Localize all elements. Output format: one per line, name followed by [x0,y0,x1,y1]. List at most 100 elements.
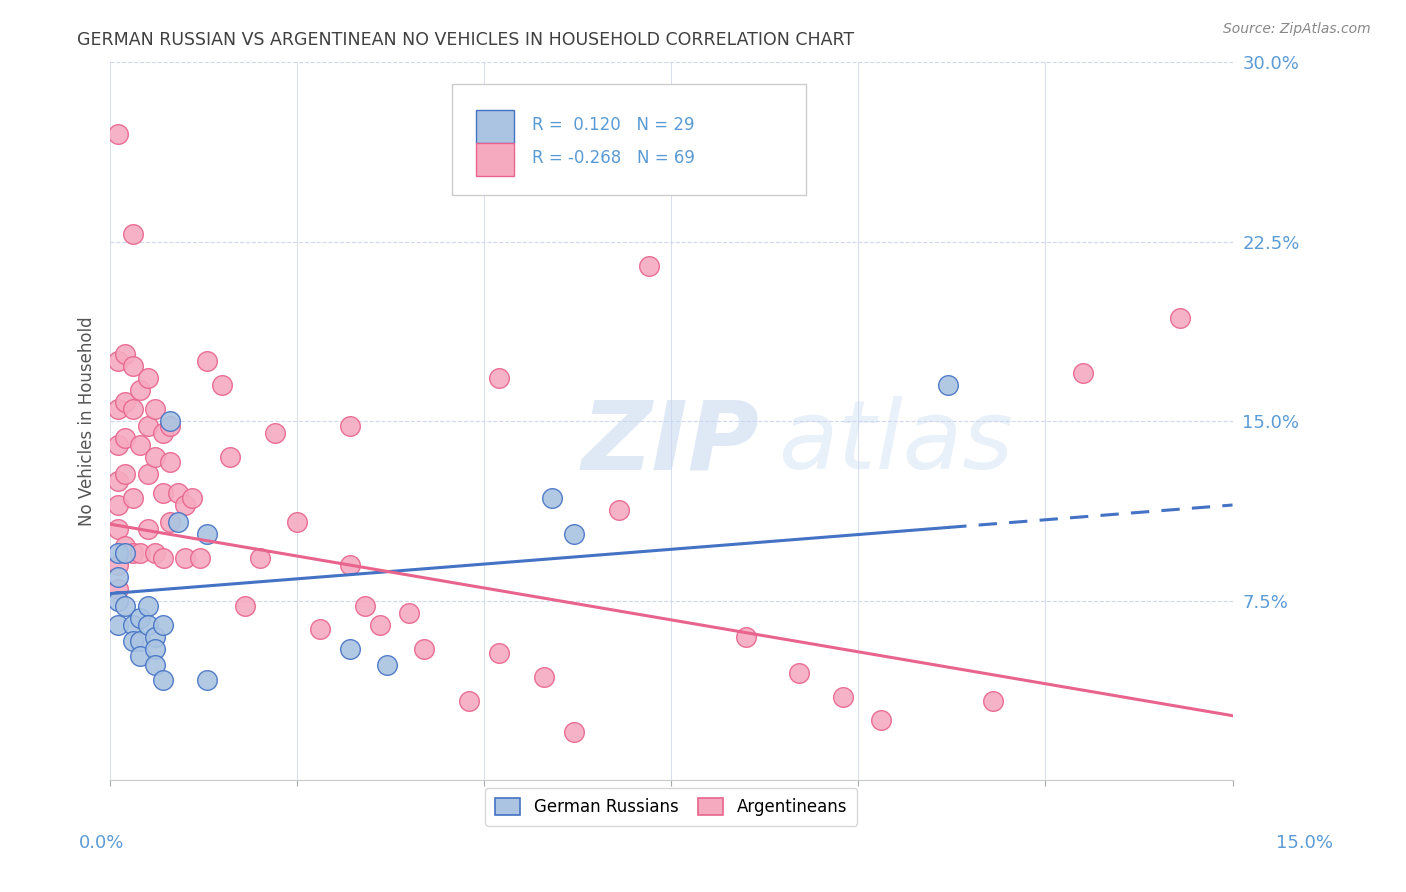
Point [339,641,361,656]
Point [129,648,152,663]
Point [197,354,219,368]
FancyBboxPatch shape [453,84,806,195]
Point [107,522,129,536]
Point [263,426,285,441]
Point [107,474,129,488]
Point [143,630,166,644]
Point [735,630,758,644]
Point [136,599,159,613]
Point [107,438,129,452]
Point [832,690,855,704]
Point [114,546,136,560]
Point [114,467,136,481]
Point [166,486,188,500]
Point [136,617,159,632]
Y-axis label: No Vehicles in Household: No Vehicles in Household [79,317,96,526]
Point [152,426,174,441]
Point [607,103,630,117]
Point [107,558,129,572]
Point [488,371,510,385]
Point [562,725,585,739]
Point [136,419,159,434]
Point [129,546,152,560]
Point [121,617,143,632]
Point [107,498,129,512]
Point [562,526,585,541]
Text: 0.0%: 0.0% [79,834,124,852]
Text: ZIP: ZIP [582,396,759,490]
Point [368,617,391,632]
Point [638,259,661,273]
Point [308,623,330,637]
Point [129,383,152,397]
Point [981,694,1004,708]
Point [107,402,129,417]
Point [107,570,129,584]
Point [129,438,152,452]
Point [159,414,181,428]
Point [211,378,233,392]
Point [143,546,166,560]
Point [533,670,555,684]
Point [143,450,166,464]
FancyBboxPatch shape [477,144,515,177]
Point [152,550,174,565]
Point [540,491,562,505]
Point [188,550,211,565]
Point [398,606,420,620]
Point [129,634,152,648]
Text: Source: ZipAtlas.com: Source: ZipAtlas.com [1223,22,1371,37]
Point [607,503,630,517]
Point [1168,311,1191,326]
Point [159,419,181,434]
Point [107,354,129,368]
Point [121,546,143,560]
Point [174,550,197,565]
Point [197,673,219,687]
Point [136,371,159,385]
Text: 15.0%: 15.0% [1277,834,1333,852]
Point [339,558,361,572]
Point [136,467,159,481]
Point [107,617,129,632]
Point [121,402,143,417]
Point [936,378,959,392]
Point [413,641,436,656]
Text: R = -0.268   N = 69: R = -0.268 N = 69 [531,149,695,168]
Point [353,599,375,613]
Point [166,515,188,529]
Point [143,658,166,673]
Point [121,227,143,242]
Point [152,486,174,500]
Point [458,694,481,708]
Point [136,522,159,536]
Point [787,665,810,680]
Point [197,526,219,541]
Point [107,582,129,596]
Point [285,515,308,529]
Point [375,658,398,673]
Legend: German Russians, Argentineans: German Russians, Argentineans [485,788,858,826]
Point [129,610,152,624]
Text: R =  0.120   N = 29: R = 0.120 N = 29 [531,116,695,134]
Point [114,347,136,361]
Point [107,546,129,560]
Point [1071,367,1094,381]
Text: GERMAN RUSSIAN VS ARGENTINEAN NO VEHICLES IN HOUSEHOLD CORRELATION CHART: GERMAN RUSSIAN VS ARGENTINEAN NO VEHICLE… [77,31,855,49]
Point [114,539,136,553]
Point [159,515,181,529]
Point [143,402,166,417]
Point [114,431,136,445]
Point [107,127,129,141]
Point [114,599,136,613]
Point [249,550,271,565]
FancyBboxPatch shape [477,110,515,143]
Point [121,634,143,648]
Point [143,641,166,656]
Point [107,593,129,607]
Point [488,647,510,661]
Point [174,498,197,512]
Point [339,419,361,434]
Point [233,599,256,613]
Point [152,673,174,687]
